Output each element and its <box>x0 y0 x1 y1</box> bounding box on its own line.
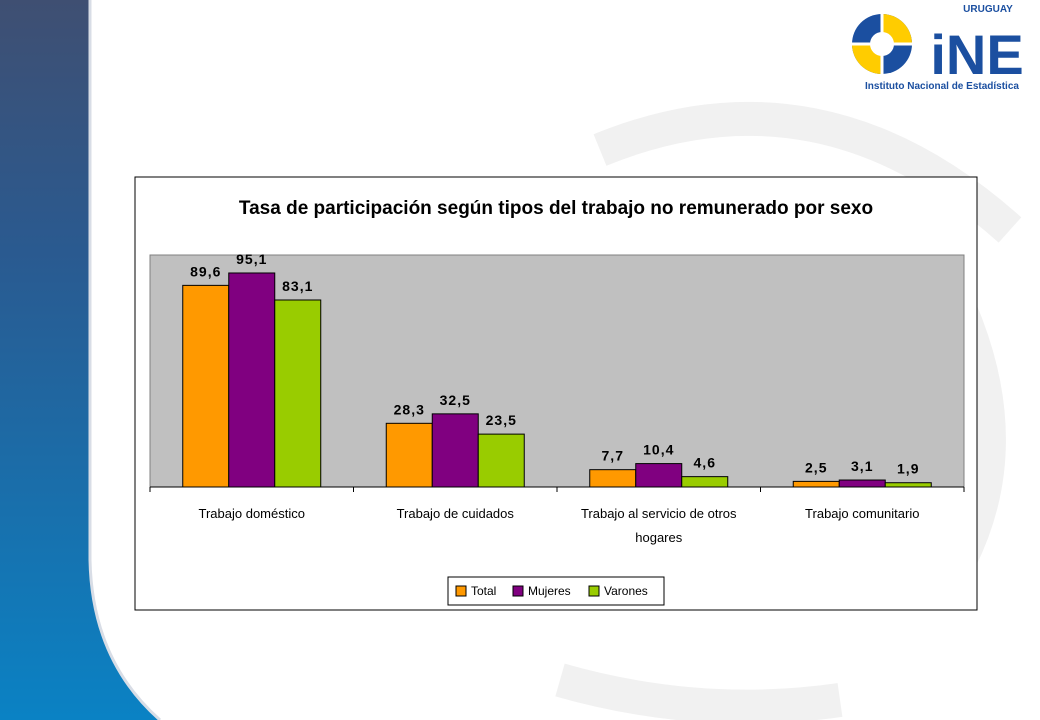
bars-layer <box>182 272 932 488</box>
bar-mujeres <box>838 479 886 488</box>
data-label-mujeres: 10,4 <box>643 442 674 458</box>
category-label: hogares <box>635 530 682 545</box>
category-label: Trabajo doméstico <box>199 506 305 521</box>
bar-mujeres <box>431 413 479 488</box>
ine-logo: URUGUAY iNE Instituto Nacional de Estadí… <box>852 4 1024 92</box>
bar-mujeres <box>228 272 276 488</box>
data-label-total: 28,3 <box>394 401 425 417</box>
legend-swatch-total <box>455 585 467 597</box>
data-label-varones: 4,6 <box>694 455 716 471</box>
bar-total <box>385 422 433 488</box>
chart-title: Tasa de participación según tipos del tr… <box>239 198 873 219</box>
data-label-varones: 23,5 <box>486 412 517 428</box>
data-label-total: 7,7 <box>602 448 624 464</box>
bar-varones <box>477 433 525 488</box>
bar-total <box>182 284 230 488</box>
category-label: Trabajo comunitario <box>805 506 919 521</box>
bar-varones <box>274 299 322 488</box>
category-label: Trabajo al servicio de otros <box>581 506 737 521</box>
data-label-total: 89,6 <box>190 263 221 279</box>
legend-swatch-varones <box>588 585 600 597</box>
legend-swatch-mujeres <box>512 585 524 597</box>
bar-varones <box>681 476 729 488</box>
logo-institution: Instituto Nacional de Estadística <box>865 81 1019 92</box>
bar-mujeres <box>635 463 683 488</box>
category-labels: Trabajo doméstico Trabajo de cuidados Trab… <box>199 506 920 545</box>
legend: Total Mujeres Varones <box>447 576 665 606</box>
data-label-varones: 83,1 <box>282 278 313 294</box>
bar-total <box>589 469 637 488</box>
bar-varones <box>884 482 932 488</box>
sidebar-edge <box>88 0 161 720</box>
legend-label-total: Total <box>471 584 496 598</box>
legend-label-mujeres: Mujeres <box>528 584 571 598</box>
data-label-mujeres: 95,1 <box>236 251 267 267</box>
category-label: Trabajo de cuidados <box>397 506 515 521</box>
data-label-mujeres: 3,1 <box>851 458 873 474</box>
legend-label-varones: Varones <box>604 584 648 598</box>
value-labels: 89,6 95,1 83,1 28,3 32,5 23,5 7,7 10,4 4,6 2,5 3,1… <box>190 251 919 477</box>
logo-acronym: iNE <box>930 23 1023 86</box>
data-label-total: 2,5 <box>805 459 827 475</box>
x-axis <box>149 486 965 492</box>
data-label-mujeres: 32,5 <box>440 392 471 408</box>
legend-box <box>447 576 665 606</box>
data-label-varones: 1,9 <box>897 461 919 477</box>
sidebar-band <box>0 0 160 720</box>
bar-total <box>792 480 840 488</box>
logo-country: URUGUAY <box>963 4 1013 15</box>
